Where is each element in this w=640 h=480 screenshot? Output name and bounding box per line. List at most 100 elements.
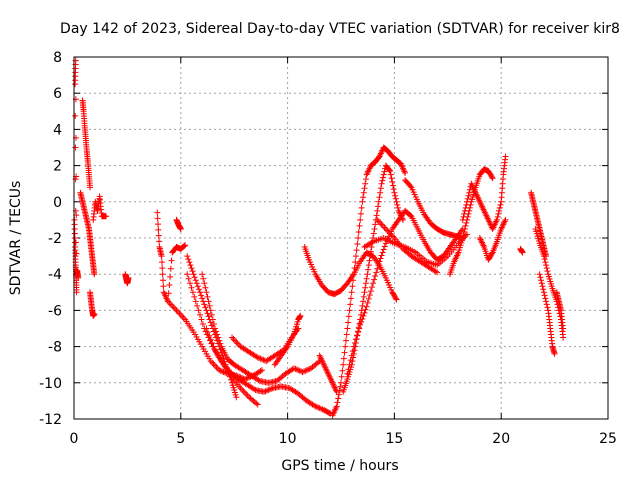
data-point-arc-t xyxy=(355,329,362,336)
data-point-arc-r xyxy=(357,210,364,217)
data-point-arc-y xyxy=(464,195,471,202)
data-point-arc-ad xyxy=(543,298,550,305)
data-point-arc-t xyxy=(373,269,380,276)
data-point-arc-r xyxy=(346,307,353,314)
data-point-arc-k xyxy=(197,311,204,318)
data-point-arc-s xyxy=(371,225,378,232)
data-point-arc-ac xyxy=(560,334,567,341)
data-point-arc-z xyxy=(502,216,509,223)
data-point-arc-j xyxy=(190,271,197,278)
data-point-arc-j xyxy=(189,268,196,275)
data-point-arc-n xyxy=(258,356,265,363)
data-point-arc-x xyxy=(460,231,467,238)
data-point-arc-j xyxy=(201,301,208,308)
data-point-arc-t xyxy=(368,284,375,291)
data-point-arc-l xyxy=(296,367,303,374)
data-point-arc-j xyxy=(186,259,193,266)
data-point-arc-r xyxy=(341,349,348,356)
data-point-arc-q xyxy=(393,296,400,303)
data-point-arc-r xyxy=(335,391,342,398)
data-point-arc-m xyxy=(204,329,211,336)
y-tick-label: -10 xyxy=(39,376,62,392)
data-point-arc-g xyxy=(182,242,189,249)
data-point-arc-t xyxy=(365,295,372,302)
data-point-arc-x xyxy=(489,175,496,182)
data-point-arc-l xyxy=(255,377,262,384)
data-point-arc-x xyxy=(463,219,470,226)
x-tick-label: 15 xyxy=(385,431,403,447)
data-point-arc-g xyxy=(168,257,175,264)
y-tick-label: 6 xyxy=(53,86,62,102)
data-point-arc-s xyxy=(394,201,401,208)
data-point-arc-j xyxy=(233,394,240,401)
data-point-arc-w xyxy=(407,183,414,190)
data-point-arc-r xyxy=(349,283,356,290)
data-point-arc-g xyxy=(180,243,187,250)
data-point-arc-ac xyxy=(540,253,547,260)
data-point-arc-j xyxy=(195,286,202,293)
data-point-arc-l xyxy=(202,284,209,291)
data-point-arc-v xyxy=(382,225,389,232)
data-point-arc-s xyxy=(392,192,399,199)
data-point-arc-k xyxy=(184,271,191,278)
data-point-arc-v xyxy=(375,218,382,225)
data-point-arc-s xyxy=(378,180,385,187)
data-point-arc-l xyxy=(291,365,298,372)
data-point-arc-k xyxy=(187,280,194,287)
data-point-arc-t xyxy=(348,352,355,359)
data-point-arc-l xyxy=(302,367,309,374)
data-point-arc-k xyxy=(315,404,322,411)
data-point-arc-ad xyxy=(536,271,543,278)
data-point-arc-s xyxy=(362,284,369,291)
data-point-arc-i xyxy=(176,310,183,317)
data-point-arc-t xyxy=(366,292,373,299)
data-point-arc-r xyxy=(342,337,349,344)
data-point-arc-k xyxy=(199,320,206,327)
data-point-arc-v xyxy=(434,269,441,276)
data-point-arc-i xyxy=(257,368,264,375)
data-point-arc-g xyxy=(155,221,162,228)
data-point-arc-g xyxy=(160,277,166,284)
data-point-arc-g xyxy=(159,265,166,272)
data-point-arc-s xyxy=(375,198,382,205)
data-point-arc-i xyxy=(167,301,174,308)
data-point-arc-r xyxy=(351,265,358,272)
data-point-arc-s xyxy=(364,271,371,278)
data-point-arc-r xyxy=(361,185,368,192)
data-point-arc-i xyxy=(216,367,223,374)
data-point-arc-k xyxy=(268,385,275,392)
data-point-arc-t xyxy=(370,280,377,287)
data-point-arc-l xyxy=(206,302,213,309)
data-point-arc-ad xyxy=(541,292,548,299)
data-point-arc-x xyxy=(462,222,469,229)
data-point-arc-t xyxy=(350,343,357,350)
data-point-arc-t xyxy=(364,299,371,306)
data-point-arc-y xyxy=(502,153,509,160)
data-point-arc-i xyxy=(217,367,224,374)
data-point-arc-t xyxy=(351,339,358,346)
data-point-arc-t xyxy=(352,336,359,343)
data-point-arc-l xyxy=(293,366,300,373)
data-point-arc-z xyxy=(488,250,495,257)
data-point-arc-t xyxy=(374,265,381,272)
y-tick-label: 2 xyxy=(53,159,62,175)
data-point-arc-ae xyxy=(560,325,567,332)
data-point-arc-r xyxy=(360,189,367,196)
data-point-arc-j xyxy=(193,280,200,287)
data-point-arc-a xyxy=(72,144,79,151)
data-point-arc-k xyxy=(316,405,323,412)
data-point-arc-s xyxy=(375,203,382,210)
data-point-arc-i xyxy=(180,314,187,321)
data-point-arc-ad xyxy=(542,295,549,302)
data-point-arc-y xyxy=(496,204,503,211)
data-point-arc-l xyxy=(305,366,312,373)
data-point-arc-t xyxy=(376,258,383,265)
data-point-arc-y xyxy=(461,210,468,217)
data-point-arc-y xyxy=(465,192,472,199)
data-point-arc-k xyxy=(194,302,201,309)
data-point-arc-l xyxy=(300,368,307,375)
data-point-arc-g xyxy=(158,259,165,266)
data-point-arc-s xyxy=(367,248,374,255)
data-point-arc-i xyxy=(169,302,176,309)
